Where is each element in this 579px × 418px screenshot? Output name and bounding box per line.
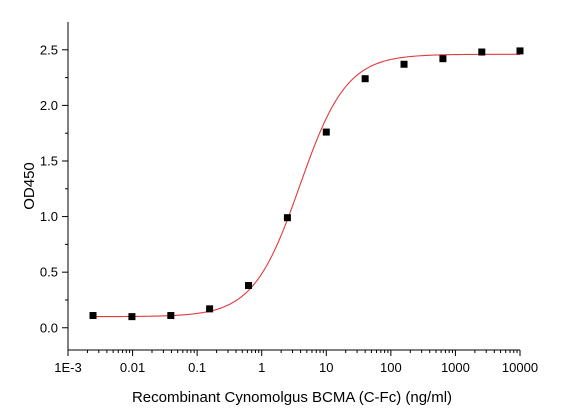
- x-tick-label: 0.01: [120, 360, 145, 375]
- data-point: [516, 47, 524, 55]
- data-points-layer: [89, 47, 524, 321]
- data-point: [322, 128, 330, 136]
- data-point: [439, 55, 447, 63]
- data-point: [206, 305, 214, 313]
- y-axis-title: OD450: [21, 162, 38, 210]
- y-tick-label: 0.0: [40, 320, 58, 335]
- data-point: [89, 312, 97, 320]
- y-tick-label: 1.5: [40, 153, 58, 168]
- y-tick-label: 0.5: [40, 265, 58, 280]
- x-tick-label: 1: [258, 360, 265, 375]
- x-tick-label: 10: [319, 360, 333, 375]
- x-tick-label: 1000: [441, 360, 470, 375]
- x-tick-label: 0.1: [188, 360, 206, 375]
- data-point: [245, 282, 253, 290]
- data-point: [128, 313, 136, 321]
- data-point: [478, 48, 486, 56]
- x-tick-label: 10000: [502, 360, 538, 375]
- y-tick-label: 2.0: [40, 98, 58, 113]
- x-tick-label: 1E-3: [54, 360, 81, 375]
- fit-curve-line: [93, 53, 520, 318]
- x-tick-label: 100: [380, 360, 402, 375]
- y-tick-label: 1.0: [40, 209, 58, 224]
- y-axis-ticks: 0.0 0.5 1.0 1.5 2.0 2.5: [40, 42, 68, 335]
- x-axis-ticks: 1E-3 0.01 0.1 1 10 100 1000 10000: [54, 350, 538, 375]
- chart-axes: [67, 22, 520, 351]
- data-point: [167, 312, 175, 320]
- y-tick-label: 2.5: [40, 42, 58, 57]
- fit-curve-layer: [93, 53, 520, 318]
- x-axis-title: Recombinant Cynomolgus BCMA (C-Fc) (ng/m…: [132, 389, 452, 406]
- data-point: [283, 214, 291, 222]
- data-point: [361, 75, 369, 83]
- data-point: [400, 60, 408, 68]
